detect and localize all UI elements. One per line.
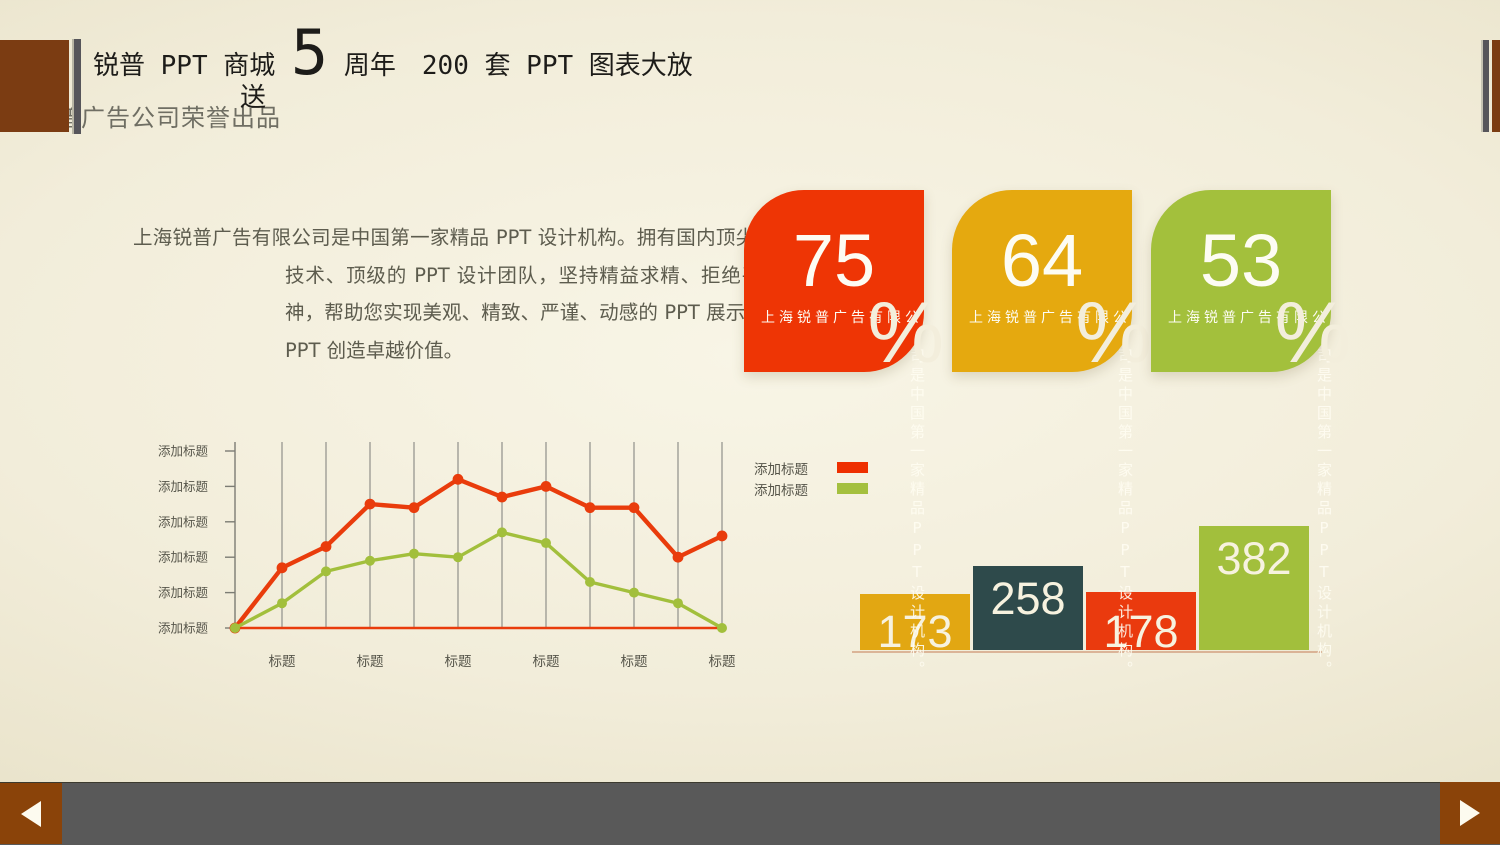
data-point: [672, 551, 684, 563]
x-axis-label: 标题: [533, 654, 560, 670]
intro-paragraph: 上海锐普广告有限公司是中国第一家精品 PPT 设计机构。拥有国内顶尖的 PPT …: [133, 226, 863, 362]
data-point: [540, 481, 552, 492]
bar-chart-baseline: [852, 651, 1322, 653]
chart-legend: 添加标题 添加标题: [754, 457, 868, 499]
y-axis-label: 添加标题: [158, 444, 209, 459]
legend-item: 添加标题: [754, 457, 868, 478]
next-icon: [1460, 800, 1480, 826]
legend-item: 添加标题: [754, 478, 868, 499]
bar: 258: [973, 566, 1083, 650]
y-axis-label: 添加标题: [158, 514, 209, 529]
header-brown-strip-right: [1492, 40, 1500, 132]
header-vertical-bar-left: [74, 39, 81, 134]
bar: 173: [860, 594, 970, 654]
badge-value: 64: [1000, 219, 1084, 302]
y-axis-label: 添加标题: [158, 621, 209, 636]
badge-vertical-caption: 司是中国第一家精品PPT设计机构。: [908, 348, 926, 680]
title-prefix: 锐普 PPT 商城: [93, 51, 291, 81]
badge-value: 53: [1199, 219, 1283, 302]
y-axis-label: 添加标题: [158, 479, 209, 494]
data-point: [497, 527, 507, 538]
prev-slide-button[interactable]: [0, 783, 62, 844]
data-point: [453, 552, 463, 563]
percent-sign: %: [1075, 285, 1152, 381]
bar: 382: [1199, 526, 1309, 650]
bar-value-label: 173: [877, 606, 953, 657]
series-line: [232, 477, 725, 631]
data-point: [496, 491, 508, 503]
badge-label: 上海锐普广告有限公: [1168, 310, 1330, 326]
bar-value-label: 382: [1216, 533, 1292, 584]
data-point: [452, 473, 464, 485]
bar: 178: [1086, 592, 1196, 654]
badge-vertical-caption: 司是中国第一家精品PPT设计机构。: [1116, 348, 1134, 680]
data-point: [364, 498, 376, 510]
data-point: [585, 576, 595, 587]
title-suffix: 周年 200 套 PPT 图表大放: [328, 51, 693, 81]
legend-label: 添加标题: [754, 461, 808, 478]
title-wrap-char: 送: [240, 83, 267, 114]
data-point: [409, 548, 419, 559]
slide-title-line1: 锐普 PPT 商城 5 周年 200 套 PPT 图表大放: [93, 18, 713, 87]
stat-badge: 75 上海锐普广告有限公%: [744, 190, 944, 376]
bar-value-label: 258: [990, 573, 1066, 624]
data-point: [673, 598, 683, 609]
x-axis-label: 标题: [621, 654, 648, 670]
x-axis-label: 标题: [709, 654, 736, 670]
legend-swatch: [837, 483, 868, 494]
data-point: [408, 502, 420, 514]
slide-subtitle: 普广告公司荣誉出品: [56, 104, 281, 132]
data-point: [584, 502, 596, 514]
data-point: [276, 562, 288, 574]
data-point: [365, 555, 375, 566]
series-line: [233, 530, 724, 630]
data-point: [277, 598, 287, 609]
badge-label: 上海锐普广告有限公: [969, 310, 1131, 326]
slide-title: 锐普 PPT 商城 5 周年 200 套 PPT 图表大放 送: [93, 18, 713, 114]
x-axis-label: 标题: [445, 654, 472, 670]
legend-swatch: [837, 462, 868, 473]
header-vertical-bar-right: [1483, 40, 1489, 132]
badge-vertical-caption: 司是中国第一家精品PPT设计机构。: [1315, 348, 1333, 680]
title-big-number: 5: [290, 16, 329, 89]
badge-label: 上海锐普广告有限公: [761, 310, 923, 326]
data-point: [716, 530, 728, 542]
stat-badge: 64 上海锐普广告有限公%: [952, 190, 1152, 376]
data-point: [541, 538, 551, 549]
y-axis-label: 添加标题: [158, 550, 209, 565]
percent-sign: %: [1274, 285, 1351, 381]
data-point: [629, 587, 639, 598]
x-axis-label: 标题: [357, 654, 384, 670]
data-point: [230, 623, 240, 633]
bar-value-label: 178: [1103, 606, 1179, 657]
stat-badge: 53 上海锐普广告有限公%: [1151, 190, 1351, 376]
y-axis-label: 添加标题: [158, 585, 209, 600]
data-point: [320, 541, 332, 552]
prev-icon: [21, 800, 41, 827]
percent-sign: %: [867, 285, 944, 381]
header-brown-square: [0, 40, 69, 132]
bottom-bar: [0, 782, 1500, 845]
next-slide-button[interactable]: [1440, 782, 1500, 844]
data-point: [321, 566, 331, 577]
bar-chart: 173 258 178 382: [852, 510, 1322, 654]
badge-value: 75: [792, 219, 876, 302]
legend-label: 添加标题: [754, 482, 808, 499]
x-axis-label: 标题: [269, 654, 296, 670]
data-point: [717, 623, 727, 633]
data-point: [628, 502, 640, 514]
